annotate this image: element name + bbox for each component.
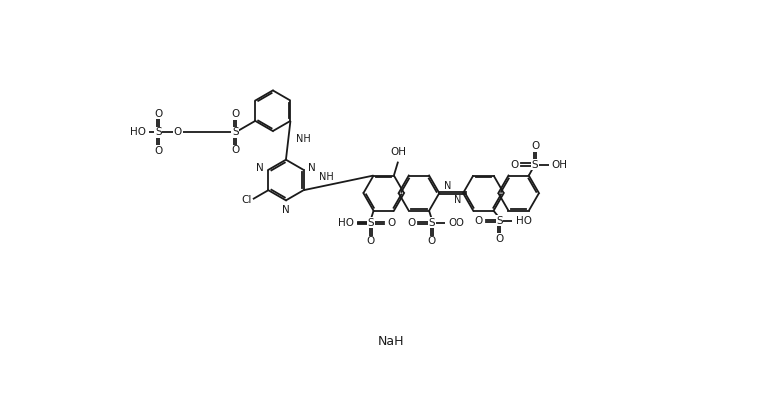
Text: NH: NH [296,134,311,144]
Text: O: O [388,218,396,228]
Text: O: O [531,141,539,152]
Text: HO: HO [516,216,532,226]
Text: NaH: NaH [378,335,404,348]
Text: HO: HO [130,127,146,137]
Text: O: O [367,236,375,246]
Text: HO: HO [449,218,465,228]
Text: N: N [454,195,462,205]
Text: NH: NH [319,172,334,182]
Text: O: O [428,236,436,246]
Text: S: S [155,127,162,137]
Text: O: O [231,145,240,156]
Text: N: N [308,163,316,173]
Text: O: O [495,234,504,244]
Text: S: S [532,160,539,170]
Text: O: O [154,146,163,156]
Text: O: O [449,218,457,228]
Text: O: O [407,218,415,228]
Text: OH: OH [552,160,568,170]
Text: O: O [475,216,483,226]
Text: N: N [256,163,264,173]
Text: HO: HO [338,218,354,228]
Text: S: S [429,218,435,228]
Text: S: S [368,218,374,228]
Text: O: O [154,109,163,119]
Text: O: O [231,110,240,119]
Text: S: S [232,127,239,137]
Text: S: S [496,216,503,226]
Text: N: N [282,205,290,215]
Text: O: O [174,127,182,137]
Text: OH: OH [390,147,406,158]
Text: O: O [510,160,519,170]
Text: N: N [443,181,451,191]
Text: Cl: Cl [241,195,251,205]
